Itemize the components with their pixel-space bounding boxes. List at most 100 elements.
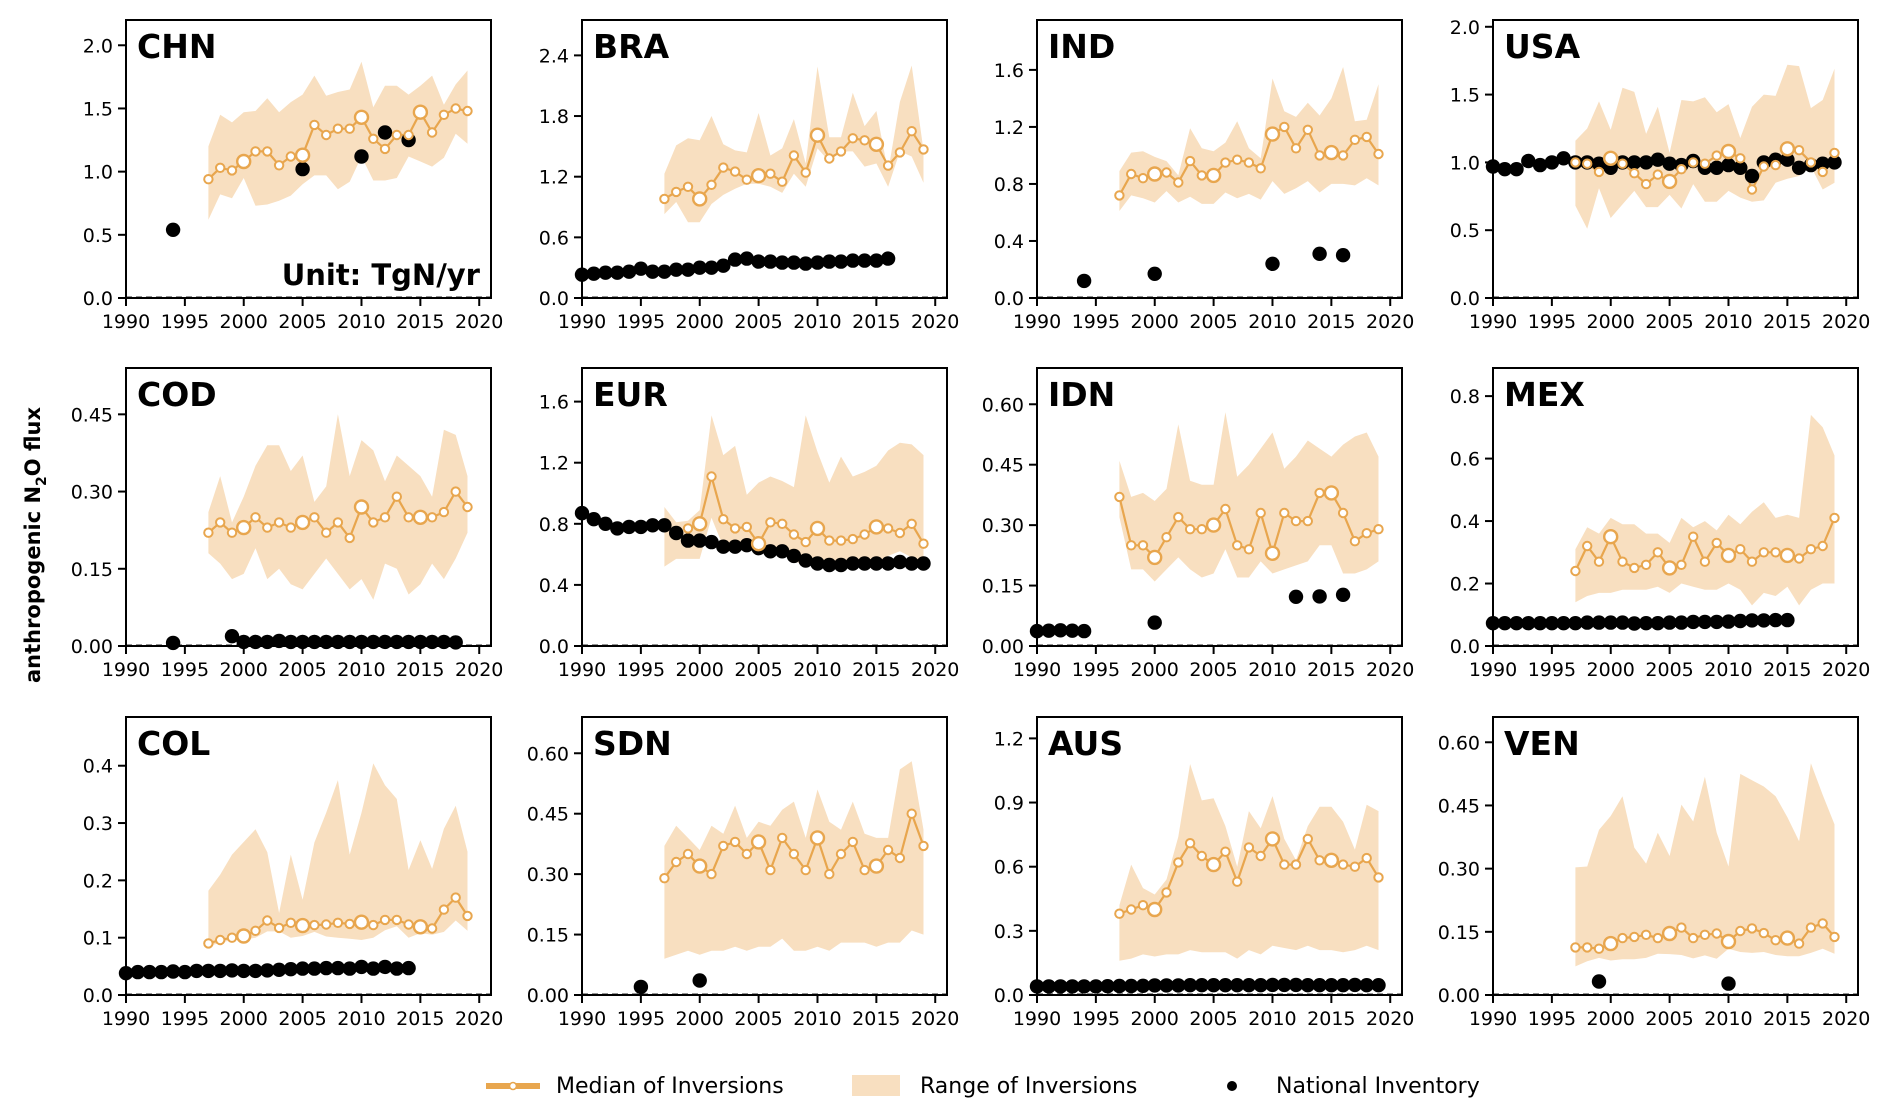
- inventory-point: [354, 959, 369, 975]
- axes-frame: [125, 716, 492, 996]
- x-tick-label: 2010: [337, 1008, 385, 1030]
- median-point: [1711, 928, 1722, 939]
- median-point: [1146, 166, 1163, 182]
- median-point: [1302, 833, 1314, 845]
- y-tick-label: 0.45: [982, 455, 1024, 477]
- median-point: [285, 151, 296, 162]
- inventory-point: [1312, 978, 1327, 993]
- y-tick-label: 1.8: [539, 106, 569, 128]
- inventory-point: [1580, 615, 1595, 630]
- median-point: [438, 904, 450, 915]
- median-point: [273, 160, 285, 171]
- axes-frame: [1492, 716, 1859, 996]
- median-point: [894, 852, 906, 864]
- median-point: [1661, 925, 1678, 942]
- median-point: [1829, 931, 1840, 943]
- inventory-point: [586, 266, 601, 281]
- inventory-point: [224, 963, 240, 978]
- median-point: [859, 529, 870, 540]
- median-point: [1582, 540, 1593, 552]
- inventory-point: [1733, 160, 1748, 175]
- x-tick-label: 2005: [1189, 659, 1237, 681]
- x-tick-label: 1990: [1013, 659, 1061, 681]
- median-point: [1793, 938, 1805, 949]
- inventory-point: [716, 258, 731, 273]
- inventory-point: [598, 265, 613, 280]
- inventory-point: [645, 264, 660, 279]
- median-point: [777, 832, 788, 844]
- inventory-point: [142, 964, 157, 980]
- median-point: [462, 501, 473, 513]
- y-tick-label: 0.0: [539, 636, 569, 658]
- y-tick-label: 0.3: [994, 921, 1024, 943]
- inventory-point: [1147, 266, 1162, 281]
- panel-title: MEX: [1504, 375, 1585, 414]
- range-band: [1119, 67, 1379, 211]
- median-point: [403, 512, 414, 523]
- inventory-point: [1733, 613, 1748, 629]
- median-point: [1805, 544, 1817, 555]
- y-tick-label: 0.30: [71, 482, 113, 504]
- median-point: [765, 864, 776, 876]
- median-point: [1114, 491, 1125, 503]
- axes-frame: [581, 367, 948, 647]
- median-point: [835, 146, 847, 157]
- median-point: [1361, 852, 1372, 864]
- inventory-point: [1662, 156, 1677, 171]
- inventory-point: [1521, 616, 1536, 631]
- median-point: [1661, 173, 1678, 190]
- median-point: [1220, 157, 1231, 168]
- x-tick-label: 1990: [558, 1008, 606, 1030]
- median-point: [868, 136, 885, 153]
- x-tick-label: 2015: [1307, 1008, 1355, 1030]
- inventory-point: [1347, 977, 1363, 993]
- median-point: [1184, 524, 1196, 535]
- median-point: [1361, 528, 1372, 539]
- y-tick-label: 0.6: [994, 857, 1024, 879]
- median-point: [215, 517, 226, 528]
- median-point: [692, 516, 708, 532]
- unit-label: Unit: TgN/yr: [282, 258, 481, 292]
- inventory-point: [1615, 615, 1630, 630]
- median-point: [438, 506, 450, 518]
- median-point: [1279, 859, 1290, 870]
- median-point: [1746, 556, 1758, 567]
- median-point: [309, 919, 320, 931]
- range-band: [208, 61, 468, 220]
- axes-frame: [1492, 367, 1859, 647]
- median-point: [1173, 511, 1184, 523]
- range-band: [208, 763, 468, 947]
- median-point: [1793, 145, 1805, 156]
- median-point: [1314, 150, 1325, 161]
- inventory-point: [1041, 979, 1057, 994]
- x-tick-label: 2020: [911, 659, 959, 681]
- median-point: [1314, 855, 1325, 866]
- median-point: [824, 153, 835, 164]
- median-point: [235, 928, 252, 944]
- median-point: [412, 104, 429, 120]
- median-point: [894, 147, 906, 158]
- inventory-point: [1603, 615, 1618, 630]
- x-tick-label: 2005: [734, 311, 782, 333]
- inventory-point: [704, 534, 719, 550]
- inventory-point: [1241, 978, 1257, 993]
- y-tick-label: 0.6: [1450, 449, 1480, 471]
- inventory-point: [1721, 157, 1736, 173]
- y-tick-label: 0.00: [1438, 985, 1480, 1007]
- panel-ind: 1990 1995 2000 2005 2010 2015 2020 0.0 0.4 0.8 1.2…: [994, 19, 1414, 333]
- median-point: [1779, 547, 1796, 564]
- y-tick-label: 0.0: [539, 288, 569, 310]
- median-point: [1349, 134, 1361, 146]
- median-point: [1570, 565, 1581, 577]
- median-point: [741, 521, 752, 533]
- inventory-point: [680, 533, 696, 548]
- inventory-point: [366, 961, 381, 976]
- median-point: [788, 150, 800, 161]
- axes-frame: [125, 367, 492, 647]
- median-point: [847, 836, 858, 848]
- y-tick-label: 1.2: [539, 167, 569, 189]
- inventory-point: [1159, 978, 1174, 993]
- x-tick-label: 1995: [617, 311, 665, 333]
- inventory-point: [669, 525, 684, 541]
- inventory-point: [1371, 978, 1386, 993]
